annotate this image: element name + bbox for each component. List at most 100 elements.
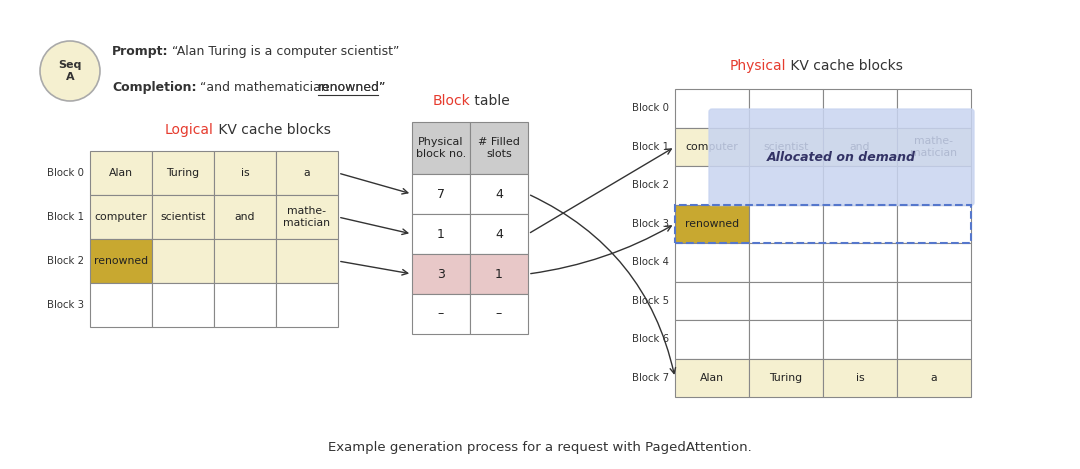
Bar bbox=[750, 89, 823, 128]
Text: scientist: scientist bbox=[764, 142, 809, 152]
Text: Logical: Logical bbox=[165, 123, 214, 137]
Text: 4: 4 bbox=[495, 188, 503, 201]
Bar bbox=[152, 195, 214, 239]
FancyBboxPatch shape bbox=[708, 109, 974, 205]
Bar bbox=[214, 195, 276, 239]
Text: Block 7: Block 7 bbox=[632, 373, 669, 383]
Text: Block 2: Block 2 bbox=[632, 180, 669, 190]
Text: KV cache blocks: KV cache blocks bbox=[214, 123, 330, 137]
Bar bbox=[823, 166, 897, 204]
Bar bbox=[276, 195, 338, 239]
Bar bbox=[750, 128, 823, 166]
Text: Physical: Physical bbox=[729, 59, 786, 73]
Bar bbox=[750, 243, 823, 281]
Text: 4: 4 bbox=[495, 227, 503, 241]
Bar bbox=[214, 283, 276, 327]
Bar bbox=[411, 214, 470, 254]
Text: –: – bbox=[437, 308, 444, 320]
Text: “Alan Turing is a computer scientist”: “Alan Turing is a computer scientist” bbox=[172, 45, 400, 58]
Bar bbox=[897, 204, 971, 243]
Text: Block 0: Block 0 bbox=[48, 168, 84, 178]
Text: renowned: renowned bbox=[94, 256, 148, 266]
Bar bbox=[675, 166, 750, 204]
Text: scientist: scientist bbox=[160, 212, 205, 222]
Text: Prompt:: Prompt: bbox=[112, 45, 168, 58]
Bar bbox=[675, 89, 750, 128]
Text: –: – bbox=[496, 308, 502, 320]
Bar bbox=[411, 174, 470, 214]
Bar bbox=[470, 174, 528, 214]
Text: 3: 3 bbox=[437, 267, 445, 280]
Text: Block 4: Block 4 bbox=[632, 257, 669, 267]
Bar bbox=[897, 320, 971, 358]
Text: Block: Block bbox=[432, 94, 470, 108]
Bar bbox=[675, 358, 750, 397]
Text: KV cache blocks: KV cache blocks bbox=[786, 59, 903, 73]
Text: 7: 7 bbox=[437, 188, 445, 201]
Bar bbox=[675, 243, 750, 281]
Bar bbox=[823, 89, 897, 128]
Text: Physical
block no.: Physical block no. bbox=[416, 137, 467, 159]
Bar bbox=[823, 320, 897, 358]
Text: table: table bbox=[470, 94, 510, 108]
Bar bbox=[897, 243, 971, 281]
Bar bbox=[470, 294, 528, 334]
Text: renowned: renowned bbox=[685, 219, 739, 229]
Text: Block 1: Block 1 bbox=[632, 142, 669, 152]
Bar bbox=[470, 122, 528, 174]
Text: Seq
A: Seq A bbox=[58, 60, 82, 82]
Bar bbox=[675, 128, 750, 166]
Text: Turing: Turing bbox=[166, 168, 200, 178]
Bar bbox=[411, 122, 470, 174]
Text: Block 5: Block 5 bbox=[632, 296, 669, 306]
Bar bbox=[214, 239, 276, 283]
Bar bbox=[897, 89, 971, 128]
Text: Turing: Turing bbox=[769, 373, 802, 383]
Text: 1: 1 bbox=[495, 267, 503, 280]
Text: Block 6: Block 6 bbox=[632, 334, 669, 344]
Bar bbox=[152, 239, 214, 283]
Bar bbox=[90, 151, 152, 195]
Bar bbox=[823, 128, 897, 166]
Text: renowned”: renowned” bbox=[318, 81, 387, 93]
Text: Allocated on demand: Allocated on demand bbox=[767, 151, 916, 164]
Bar bbox=[90, 283, 152, 327]
Bar bbox=[675, 204, 971, 243]
Text: mathe-
matician: mathe- matician bbox=[283, 206, 330, 228]
Bar bbox=[411, 294, 470, 334]
Bar bbox=[276, 151, 338, 195]
Bar bbox=[897, 281, 971, 320]
Text: computer: computer bbox=[686, 142, 739, 152]
Bar bbox=[897, 166, 971, 204]
Bar bbox=[675, 204, 750, 243]
Text: Alan: Alan bbox=[700, 373, 724, 383]
Circle shape bbox=[40, 41, 100, 101]
Text: Block 0: Block 0 bbox=[632, 103, 669, 113]
Bar bbox=[276, 283, 338, 327]
Bar bbox=[90, 239, 152, 283]
Bar bbox=[823, 281, 897, 320]
Bar bbox=[750, 166, 823, 204]
Bar bbox=[750, 358, 823, 397]
Text: Block 2: Block 2 bbox=[48, 256, 84, 266]
Text: Alan: Alan bbox=[109, 168, 133, 178]
Text: is: is bbox=[241, 168, 249, 178]
Text: a: a bbox=[303, 168, 310, 178]
Text: Block 3: Block 3 bbox=[48, 300, 84, 310]
Text: “and mathematician: “and mathematician bbox=[200, 81, 333, 93]
Text: # Filled
slots: # Filled slots bbox=[478, 137, 519, 159]
Bar bbox=[675, 281, 750, 320]
Bar bbox=[152, 151, 214, 195]
Bar bbox=[90, 195, 152, 239]
Bar bbox=[470, 214, 528, 254]
Bar bbox=[823, 358, 897, 397]
Text: Completion:: Completion: bbox=[112, 81, 197, 93]
Text: Block 3: Block 3 bbox=[632, 219, 669, 229]
Bar bbox=[823, 243, 897, 281]
Bar bbox=[897, 358, 971, 397]
Text: computer: computer bbox=[95, 212, 147, 222]
Bar bbox=[276, 239, 338, 283]
Text: 1: 1 bbox=[437, 227, 445, 241]
Text: mathe-
matician: mathe- matician bbox=[910, 136, 958, 158]
Bar bbox=[411, 254, 470, 294]
